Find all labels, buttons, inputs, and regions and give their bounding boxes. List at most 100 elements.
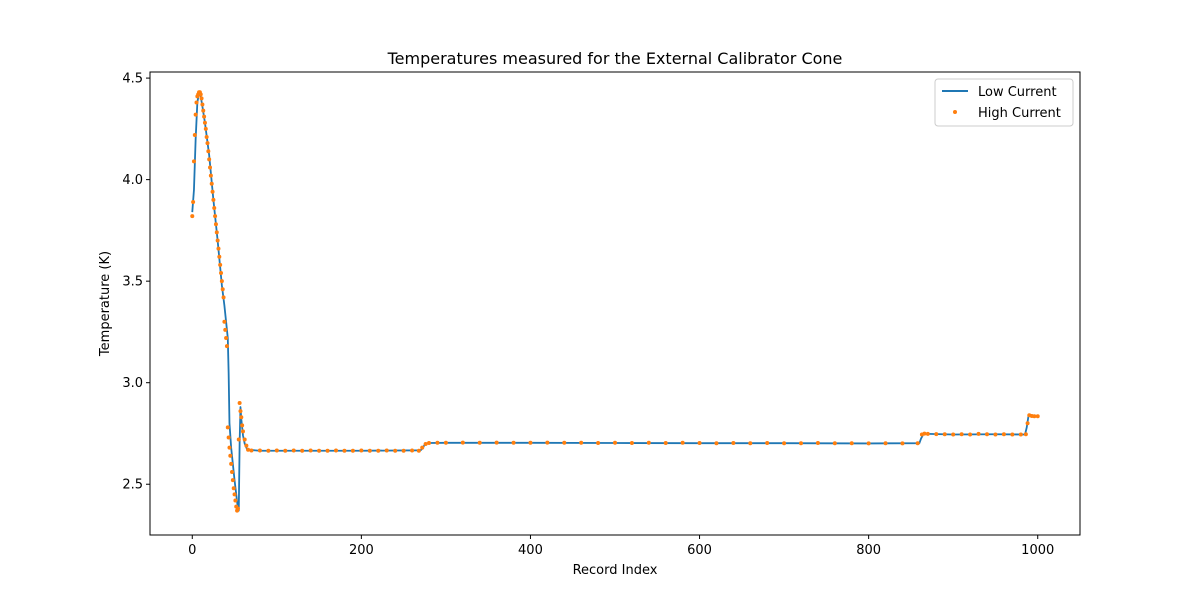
data-point [1018, 432, 1023, 437]
data-point [993, 432, 998, 437]
data-point [207, 157, 212, 162]
data-point [223, 327, 228, 332]
data-point [246, 447, 251, 452]
data-point [283, 448, 288, 453]
data-point [579, 440, 584, 445]
data-point [416, 448, 421, 453]
data-point [985, 432, 989, 437]
data-point [233, 498, 238, 503]
x-tick-label: 200 [349, 543, 374, 558]
data-point [291, 448, 296, 453]
data-point [217, 254, 222, 259]
data-point [257, 448, 262, 453]
data-point [215, 238, 220, 243]
y-tick-label: 2.5 [122, 478, 143, 493]
data-point [229, 461, 234, 466]
data-point [240, 423, 245, 428]
data-point [230, 478, 235, 483]
legend-dot-marker [953, 110, 957, 114]
data-point [235, 506, 240, 511]
data-point [367, 448, 372, 453]
data-point [208, 173, 213, 178]
legend: Low Current High Current [934, 78, 1074, 127]
data-point [266, 448, 271, 453]
y-tick-label: 4.5 [122, 72, 143, 87]
data-point [925, 431, 930, 436]
data-point [221, 295, 226, 300]
axes-frame [149, 71, 1081, 536]
data-point [241, 429, 245, 434]
data-point [226, 435, 231, 440]
data-point [203, 126, 208, 131]
legend-label-low-current: Low Current [978, 85, 1057, 100]
data-point [976, 431, 981, 436]
data-point [334, 448, 338, 453]
data-point [193, 112, 198, 117]
data-point [222, 319, 227, 324]
data-point [883, 441, 888, 446]
data-point [227, 445, 232, 450]
data-point [959, 432, 964, 437]
data-point [213, 214, 218, 219]
data-point [342, 448, 347, 453]
data-point [236, 437, 241, 442]
data-point [308, 448, 313, 453]
data-point [596, 441, 601, 446]
chart-title: Temperatures measured for the External C… [387, 49, 843, 68]
data-point [219, 279, 224, 284]
data-point [1032, 414, 1037, 419]
data-point [427, 441, 431, 446]
data-point [401, 448, 406, 453]
data-point [239, 415, 244, 420]
data-point [663, 441, 668, 446]
data-point [244, 443, 249, 448]
data-point [460, 440, 465, 445]
y-axis-label: Temperature (K) [98, 251, 113, 357]
data-point [230, 470, 235, 475]
data-point [242, 437, 247, 442]
y-tick-label: 4.0 [122, 173, 143, 188]
data-point [511, 440, 516, 445]
data-point [1023, 432, 1028, 437]
data-point [765, 441, 770, 446]
data-point [934, 432, 939, 437]
data-point [420, 445, 425, 450]
data-point [393, 448, 398, 453]
data-point [300, 448, 305, 453]
x-tick-label: 600 [687, 543, 712, 558]
data-point [942, 432, 947, 437]
data-point [238, 409, 243, 414]
data-point [832, 441, 837, 446]
data-point [629, 441, 634, 446]
data-point [443, 440, 448, 445]
data-point [613, 440, 617, 445]
data-point [202, 120, 207, 125]
data-point [210, 189, 215, 194]
data-point [1001, 432, 1006, 437]
x-tick-label: 800 [856, 543, 881, 558]
data-point [218, 262, 223, 267]
data-point [376, 448, 381, 453]
y-tick-label: 3.0 [122, 376, 143, 391]
data-point [1035, 414, 1040, 419]
data-point [866, 441, 871, 446]
data-point [232, 492, 237, 497]
data-point [477, 440, 482, 445]
data-point [680, 440, 685, 445]
data-point [494, 440, 499, 445]
data-point [224, 344, 229, 349]
data-point [225, 425, 230, 430]
data-point [968, 432, 973, 437]
data-point [646, 440, 651, 445]
data-point [951, 432, 956, 437]
data-point [325, 448, 330, 453]
data-point [748, 441, 753, 446]
data-point [220, 287, 225, 292]
data-point [849, 441, 854, 446]
x-tick-label: 0 [188, 543, 196, 558]
data-point [213, 222, 218, 227]
x-axis: 0 200 400 600 800 1000 [188, 535, 1054, 558]
data-point [212, 206, 217, 211]
data-point [190, 214, 195, 219]
data-point [206, 149, 211, 154]
